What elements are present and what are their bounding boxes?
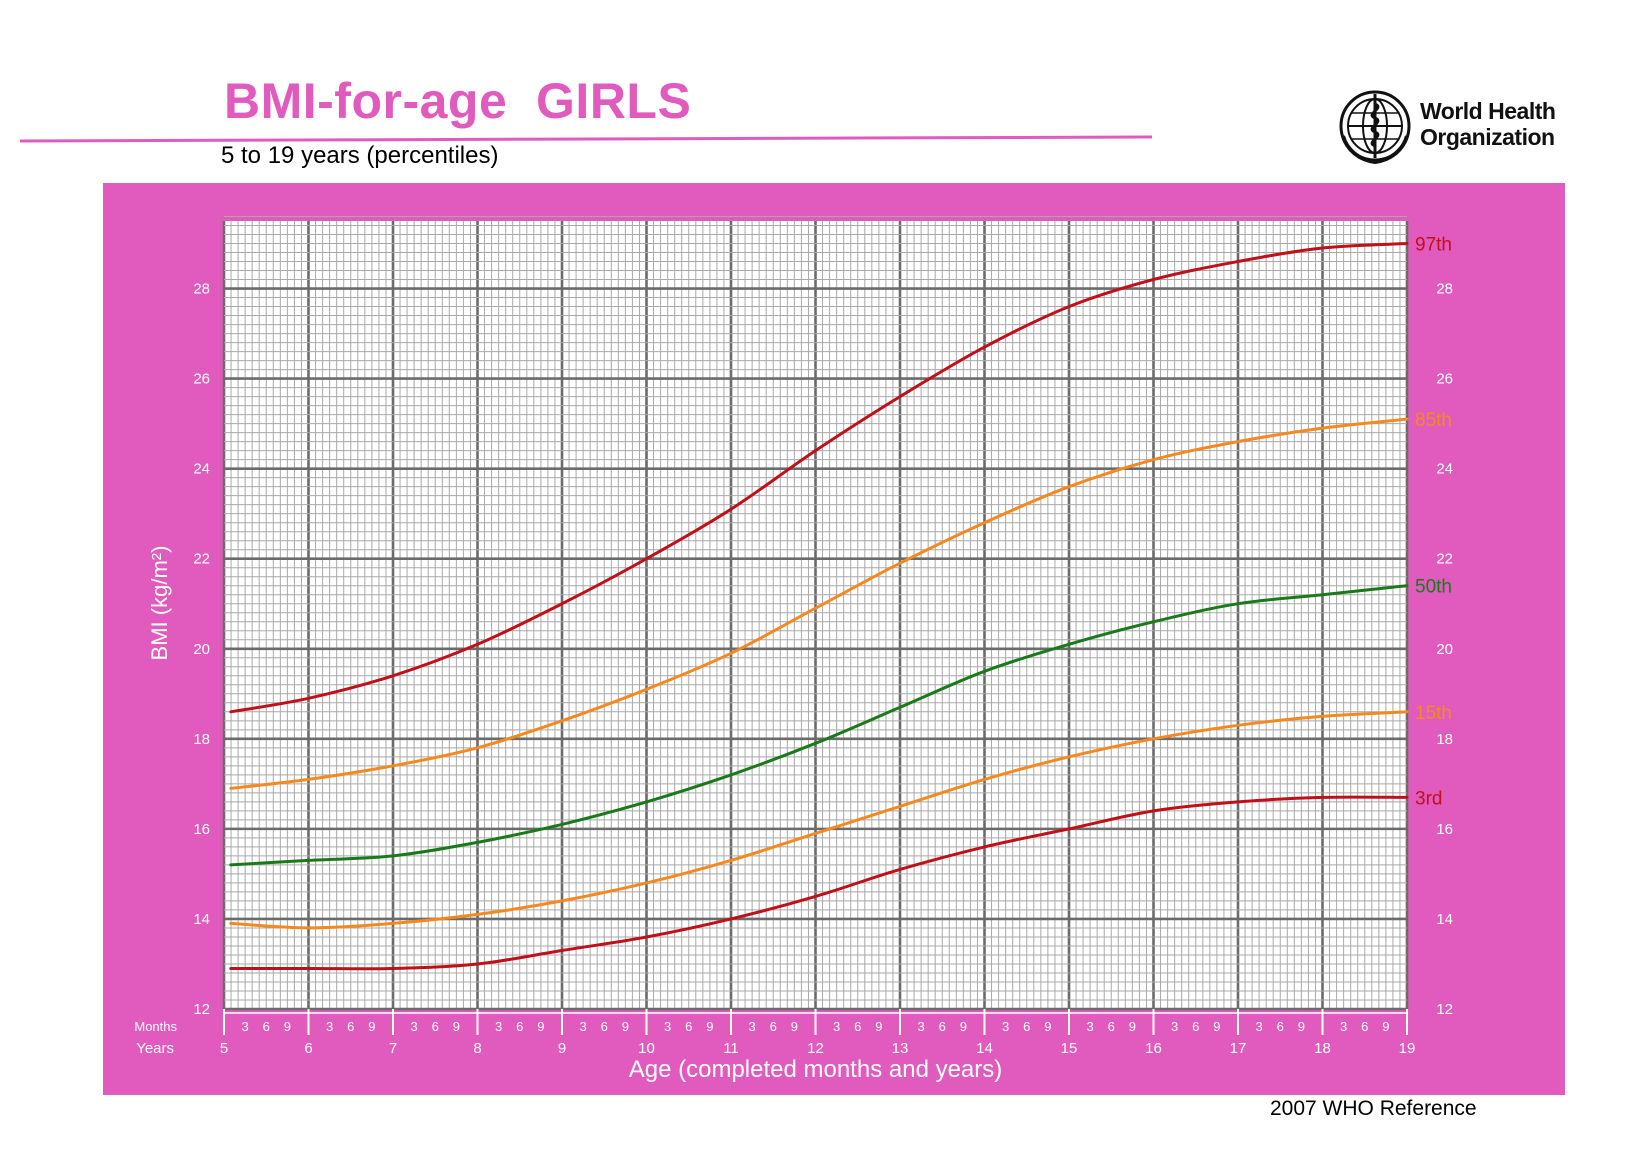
y-tick-label-right: 28 — [1436, 281, 1453, 298]
y-tick-label-left: 28 — [193, 281, 210, 298]
x-tick-label: 17 — [1230, 1040, 1247, 1057]
x-tick-label: 7 — [389, 1040, 397, 1057]
y-tick-label-right: 18 — [1436, 731, 1453, 748]
x-tick-label: 19 — [1399, 1040, 1416, 1057]
x-month-label: 6 — [854, 1019, 861, 1034]
y-tick-label-left: 18 — [193, 731, 210, 748]
x-month-label: 9 — [1129, 1019, 1136, 1034]
percentile-label-50th: 50th — [1415, 577, 1452, 598]
x-month-label: 6 — [1192, 1019, 1199, 1034]
x-month-label: 3 — [1087, 1019, 1094, 1034]
y-tick-label-left: 12 — [193, 1001, 210, 1018]
x-month-label: 6 — [939, 1019, 946, 1034]
percentile-label-15th: 15th — [1415, 703, 1452, 724]
x-month-label: 3 — [242, 1019, 249, 1034]
x-month-label: 9 — [537, 1019, 544, 1034]
chart-title: BMI-for-age GIRLS — [224, 73, 692, 129]
y-tick-label-right: 14 — [1436, 911, 1453, 928]
y-tick-label-right: 22 — [1436, 551, 1453, 568]
x-month-label: 6 — [770, 1019, 777, 1034]
x-month-label: 6 — [1361, 1019, 1368, 1034]
x-month-label: 9 — [706, 1019, 713, 1034]
y-tick-label-right: 12 — [1436, 1001, 1453, 1018]
x-tick-label: 12 — [807, 1040, 824, 1057]
percentile-curves — [229, 242, 1409, 971]
y-tick-label-left: 26 — [193, 371, 210, 388]
x-month-label: 3 — [833, 1019, 840, 1034]
x-month-label: 9 — [622, 1019, 629, 1034]
x-tick-label: 10 — [638, 1040, 655, 1057]
x-month-label: 3 — [326, 1019, 333, 1034]
x-month-label: 3 — [1340, 1019, 1347, 1034]
percentile-line-50th — [229, 584, 1409, 867]
months-row-label: Months — [134, 1019, 177, 1034]
x-month-label: 6 — [432, 1019, 439, 1034]
x-month-label: 9 — [1382, 1019, 1389, 1034]
x-month-label: 9 — [1213, 1019, 1220, 1034]
x-month-label: 3 — [1171, 1019, 1178, 1034]
x-tick-label: 18 — [1314, 1040, 1331, 1057]
x-tick-label: 9 — [558, 1040, 566, 1057]
x-month-label: 3 — [495, 1019, 502, 1034]
x-month-label: 6 — [263, 1019, 270, 1034]
x-month-label: 3 — [411, 1019, 418, 1034]
years-row-label: Years — [136, 1040, 174, 1057]
percentile-line-97th — [229, 242, 1409, 714]
x-month-label: 3 — [1256, 1019, 1263, 1034]
x-month-label: 9 — [791, 1019, 798, 1034]
x-month-label: 3 — [664, 1019, 671, 1034]
y-tick-label-left: 24 — [193, 461, 210, 478]
x-month-label: 6 — [601, 1019, 608, 1034]
x-month-label: 9 — [453, 1019, 460, 1034]
grid-lines — [222, 215, 1409, 1011]
organization-name-line2: Organization — [1420, 124, 1555, 150]
percentile-line-3rd — [229, 795, 1409, 971]
x-month-label: 9 — [875, 1019, 882, 1034]
x-month-label: 6 — [1277, 1019, 1284, 1034]
y-tick-label-right: 20 — [1436, 641, 1453, 658]
y-tick-label-left: 16 — [193, 821, 210, 838]
x-tick-label: 5 — [220, 1040, 228, 1057]
percentile-label-3rd: 3rd — [1415, 788, 1442, 809]
x-month-label: 6 — [1023, 1019, 1030, 1034]
x-month-label: 6 — [347, 1019, 354, 1034]
y-tick-label-left: 22 — [193, 551, 210, 568]
x-tick-label: 8 — [473, 1040, 481, 1057]
x-tick-label: 16 — [1145, 1040, 1162, 1057]
x-month-label: 6 — [1108, 1019, 1115, 1034]
x-tick-label: 13 — [892, 1040, 909, 1057]
x-month-label: 9 — [1298, 1019, 1305, 1034]
who-emblem-icon — [1339, 90, 1411, 164]
percentile-label-97th: 97th — [1415, 235, 1452, 256]
organization-name: World Health Organization — [1420, 98, 1556, 150]
footer-reference: 2007 WHO Reference — [1270, 1097, 1477, 1120]
x-month-label: 6 — [685, 1019, 692, 1034]
x-month-label: 3 — [1002, 1019, 1009, 1034]
x-month-label: 6 — [516, 1019, 523, 1034]
y-tick-label-left: 14 — [193, 911, 210, 928]
y-tick-label-right: 16 — [1436, 821, 1453, 838]
x-tick-label: 15 — [1061, 1040, 1078, 1057]
x-month-label: 3 — [580, 1019, 587, 1034]
x-axis-label: Age (completed months and years) — [629, 1056, 1003, 1083]
percentile-line-85th — [229, 417, 1409, 790]
organization-name-line1: World Health — [1420, 98, 1556, 124]
x-tick-label: 6 — [304, 1040, 312, 1057]
percentile-line-15th — [229, 710, 1409, 930]
y-tick-label-left: 20 — [193, 641, 210, 658]
y-axis-label: BMI (kg/m²) — [147, 546, 172, 661]
x-tick-label: 11 — [723, 1040, 739, 1057]
x-month-label: 3 — [918, 1019, 925, 1034]
x-month-label: 9 — [284, 1019, 291, 1034]
x-month-label: 9 — [960, 1019, 967, 1034]
x-month-label: 3 — [749, 1019, 756, 1034]
chart-subtitle: 5 to 19 years (percentiles) — [221, 142, 499, 169]
x-month-label: 9 — [1044, 1019, 1051, 1034]
y-tick-label-right: 26 — [1436, 371, 1453, 388]
x-month-label: 9 — [368, 1019, 375, 1034]
y-tick-label-right: 24 — [1436, 461, 1453, 478]
x-tick-label: 14 — [976, 1040, 993, 1057]
percentile-label-85th: 85th — [1415, 410, 1452, 431]
